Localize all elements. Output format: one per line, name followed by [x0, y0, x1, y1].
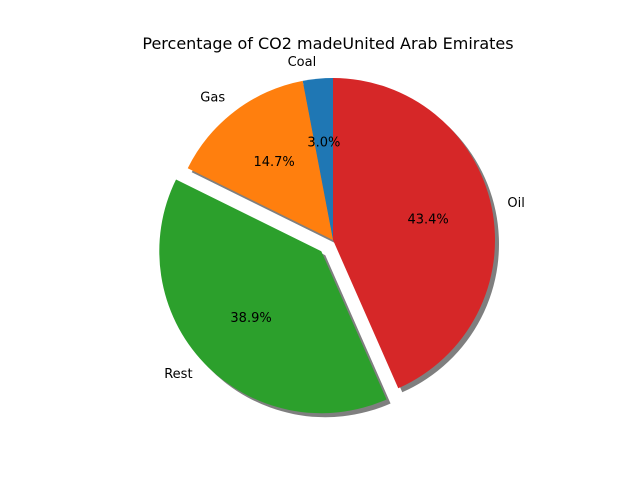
pie-slices: [159, 78, 496, 414]
slice-percent-coal: 3.0%: [307, 136, 340, 151]
slice-label-rest: Rest: [164, 367, 192, 382]
slice-percent-oil: 43.4%: [407, 212, 448, 227]
chart-title: Percentage of CO2 madeUnited Arab Emirat…: [142, 34, 513, 53]
pie-slice-rest: [159, 179, 387, 414]
slice-label-oil: Oil: [507, 196, 524, 211]
pie-slice-oil: [333, 78, 496, 389]
slice-percent-rest: 38.9%: [230, 311, 271, 326]
slice-label-gas: Gas: [200, 91, 225, 106]
pie-labels: Coal 3.0% Gas 14.7% Rest 38.9% Oil 43.4%: [164, 55, 525, 382]
pie-slice-coal: [302, 78, 333, 240]
slice-percent-gas: 14.7%: [253, 155, 294, 170]
slice-label-coal: Coal: [288, 55, 317, 70]
pie-slice-gas: [187, 80, 333, 240]
